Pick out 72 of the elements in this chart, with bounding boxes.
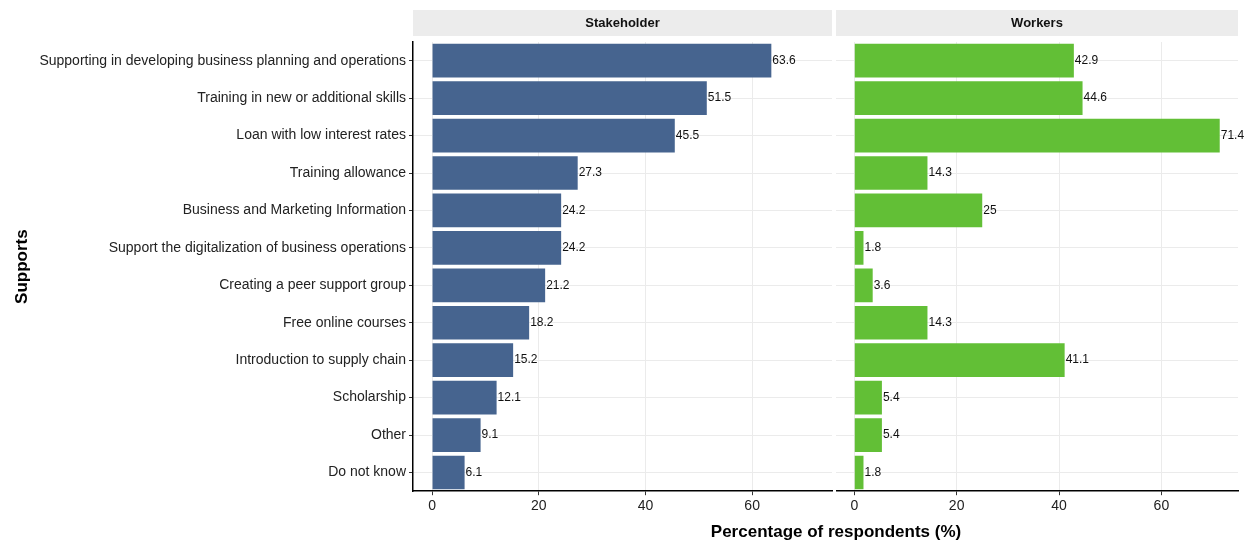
y-tick-label: Training allowance (289, 163, 407, 180)
data-label: 14.3 (928, 165, 953, 180)
x-tick-label: 20 (530, 497, 547, 514)
data-label: 18.2 (530, 315, 554, 330)
x-tick-label: 40 (1051, 497, 1068, 514)
y-tick-label: Free online courses (283, 313, 406, 330)
y-tick-label: Other (370, 425, 407, 442)
bar (854, 380, 882, 415)
data-label: 5.4 (882, 427, 900, 442)
bar (432, 418, 481, 452)
bar (432, 156, 578, 190)
y-tick-label: Loan with low interest rates (236, 126, 406, 143)
data-label: 14.3 (928, 315, 953, 330)
data-label: 71.4 (1220, 127, 1245, 142)
data-label: 1.8 (864, 240, 882, 255)
data-label: 51.5 (707, 90, 732, 105)
x-axis-title: Percentage of respondents (%) (709, 522, 963, 542)
bar (854, 231, 864, 265)
bar (432, 43, 772, 78)
data-label: 9.1 (481, 427, 499, 442)
data-label: 42.9 (1074, 53, 1099, 68)
x-tick-label: 0 (850, 497, 859, 514)
bar (854, 156, 928, 190)
y-tick-label: Introduction to supply chain (235, 351, 406, 368)
data-label: 25 (983, 202, 997, 217)
data-label: 44.6 (1083, 90, 1108, 105)
bar (854, 455, 864, 490)
y-tick-label: Creating a peer support group (219, 276, 407, 293)
y-tick-label: Scholarship (332, 388, 407, 405)
y-tick-label: Supporting in developing business planning and operations (39, 51, 406, 68)
bar (854, 343, 1065, 378)
chart-title: Stakeholder (585, 14, 660, 30)
data-label: 3.6 (873, 277, 891, 292)
bar (854, 43, 1074, 78)
bar (432, 81, 707, 115)
x-tick-label: 40 (637, 497, 654, 514)
bar (854, 81, 1083, 115)
y-tick-label: Do not know (328, 463, 407, 480)
data-label: 24.2 (562, 202, 586, 217)
bar (432, 268, 546, 303)
data-label: 63.6 (772, 53, 797, 68)
bar (854, 418, 882, 452)
bar (854, 193, 983, 228)
bar (854, 118, 1220, 153)
data-label: 41.1 (1065, 352, 1090, 367)
chart-title: Workers (1011, 14, 1063, 30)
bar (432, 455, 465, 490)
y-tick-label: Training in new or additional skills (197, 89, 406, 106)
data-label: 15.2 (514, 352, 538, 367)
data-label: 45.5 (675, 127, 700, 142)
data-label: 12.1 (497, 389, 522, 404)
bar (854, 268, 873, 303)
x-tick-label: 60 (1153, 497, 1170, 514)
bar (432, 305, 530, 340)
data-label: 6.1 (465, 464, 483, 479)
bar (432, 231, 562, 265)
data-label: 24.2 (562, 240, 586, 255)
bar (432, 380, 497, 415)
bar (432, 118, 675, 153)
y-tick-label: Support the digitalization of business operations (108, 238, 406, 255)
data-label: 21.2 (546, 277, 570, 292)
bar (854, 305, 928, 340)
data-label: 5.4 (882, 389, 900, 404)
x-tick-label: 20 (948, 497, 965, 514)
y-axis-title: Supports (11, 229, 31, 304)
x-tick-label: 0 (428, 497, 437, 514)
data-label: 27.3 (578, 165, 603, 180)
y-tick-label: Business and Marketing Information (182, 201, 406, 218)
bar (432, 193, 562, 228)
data-label: 1.8 (864, 464, 882, 479)
bar (432, 343, 514, 378)
x-tick-label: 60 (744, 497, 761, 514)
